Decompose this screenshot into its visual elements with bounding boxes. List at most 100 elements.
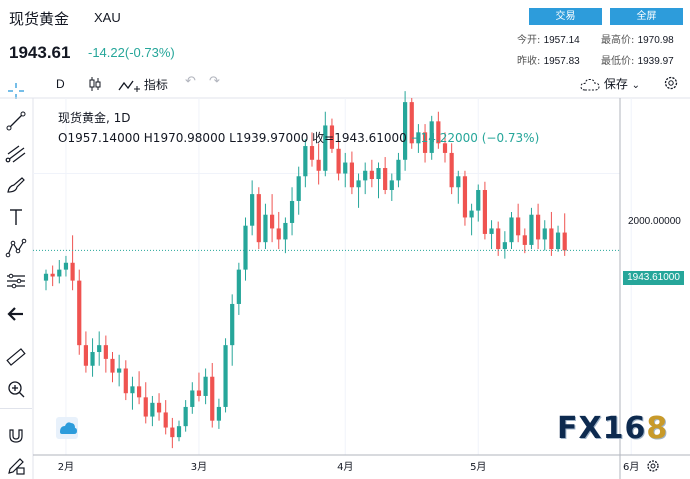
trade-button[interactable]: 交易 [529,8,602,25]
magnet-icon[interactable] [5,424,27,446]
candle-body [389,180,394,190]
fullscreen-button[interactable]: 全屏 [610,8,683,25]
cloud-icon [580,78,600,90]
candle-body [243,225,248,270]
candle-body [143,397,148,417]
interval-selector[interactable]: D [56,77,65,91]
candle-body [150,402,155,417]
back-arrow-icon[interactable] [5,303,27,325]
legend-ohlc-values: O1957.14000 H1970.98000 L1939.97000 收=19… [58,131,407,145]
candle-body [263,214,268,243]
candle-body [449,152,454,188]
price-change: -14.22(-0.73%) [88,45,175,60]
instrument-code: XAU [94,10,121,25]
candle-body [196,390,202,396]
candle-body [456,176,461,188]
candle-body [103,345,108,359]
candle-body [90,352,95,366]
stat-prev-close-value: 1957.83 [543,56,580,67]
candle-body [50,273,55,277]
trend-line-icon[interactable] [5,110,27,132]
stat-high-label: 最高价: [601,35,635,46]
candle-body [349,162,354,188]
candle-body [469,210,474,218]
axis-settings-icon[interactable] [645,458,661,474]
indicators-button[interactable]: 指标 [118,76,168,93]
candle-body [117,368,122,373]
candle-body [110,358,115,373]
candle-body [562,232,567,251]
candle-body [57,269,62,277]
candle-body [283,222,288,240]
legend-ohlc: O1957.14000 H1970.98000 L1939.97000 收=19… [58,129,539,146]
zoom-in-icon[interactable] [5,378,27,400]
candle-body [376,168,381,180]
brush-icon[interactable] [5,174,27,196]
candle-body [156,402,162,413]
candle-body [276,228,281,240]
grid [33,98,632,455]
candle-body [316,159,321,171]
candle-body [137,386,142,398]
candle-body [476,189,481,211]
save-button[interactable]: 保存 ⌄ [580,75,640,92]
candle-body [63,262,69,270]
stat-low: 最低价: 1939.97 [601,52,674,67]
pattern-icon[interactable] [5,237,27,259]
candle-body [383,168,388,190]
time-axis[interactable]: 2月3月4月5月6月18 [58,461,690,473]
stat-open: 今开: 1957.14 [517,31,580,46]
save-label: 保存 [603,77,628,91]
candle-body [336,148,341,174]
tool-divider [0,408,32,409]
time-axis-label: 3月 [191,461,207,473]
candle-body [516,217,521,236]
candle-body [77,280,82,346]
last-price: 1943.61 [9,43,71,62]
pitchfork-icon[interactable] [5,142,27,164]
redo-icon[interactable]: ↷ [209,74,220,89]
stat-low-label: 最低价: [601,56,635,67]
time-axis-label: 5月 [470,461,486,473]
legend-title: 现货黄金, 1D [58,111,131,125]
candle-body [70,262,75,281]
text-icon[interactable] [5,206,27,228]
measure-icon[interactable] [5,270,27,292]
candlestick-type-icon[interactable] [88,76,102,95]
candle-body [289,200,295,223]
candle-body [183,406,188,427]
settings-gear-icon[interactable] [663,75,679,94]
logo-text-accent: 8 [646,411,669,446]
pencil-lock-icon[interactable] [5,455,27,477]
candle-body [83,345,88,366]
candle-body [549,228,554,250]
chart-logo-icon[interactable] [56,417,78,439]
legend-change: −14.22000 (−0.73%) [410,131,540,145]
stat-high-value: 1970.98 [637,35,674,46]
ruler-icon[interactable] [5,346,27,368]
time-axis-label: 4月 [337,461,353,473]
instrument-name: 现货黄金 [9,10,70,28]
candle-body [216,406,221,421]
indicators-icon [118,80,140,92]
logo-text: FX16 [557,411,647,446]
undo-icon[interactable]: ↶ [185,74,196,89]
candle-body [256,194,261,243]
candle-body [309,146,315,160]
candle-body [363,170,368,181]
candle-body [97,345,102,353]
candle-body [296,176,301,201]
candle-body [123,368,128,394]
candle-body [203,376,208,396]
stat-prev-close-label: 昨收: [517,56,541,67]
candle-body [223,345,228,407]
crosshair-icon[interactable] [5,80,27,102]
price-grid-label: 2000.00000 [628,216,681,227]
stat-prev-close: 昨收: 1957.83 [517,52,580,67]
candle-body [509,217,514,243]
candle-body [536,214,541,240]
stat-low-value: 1939.97 [637,56,674,67]
candle-body [529,214,534,245]
candle-body [482,189,487,234]
candle-body [396,159,401,181]
